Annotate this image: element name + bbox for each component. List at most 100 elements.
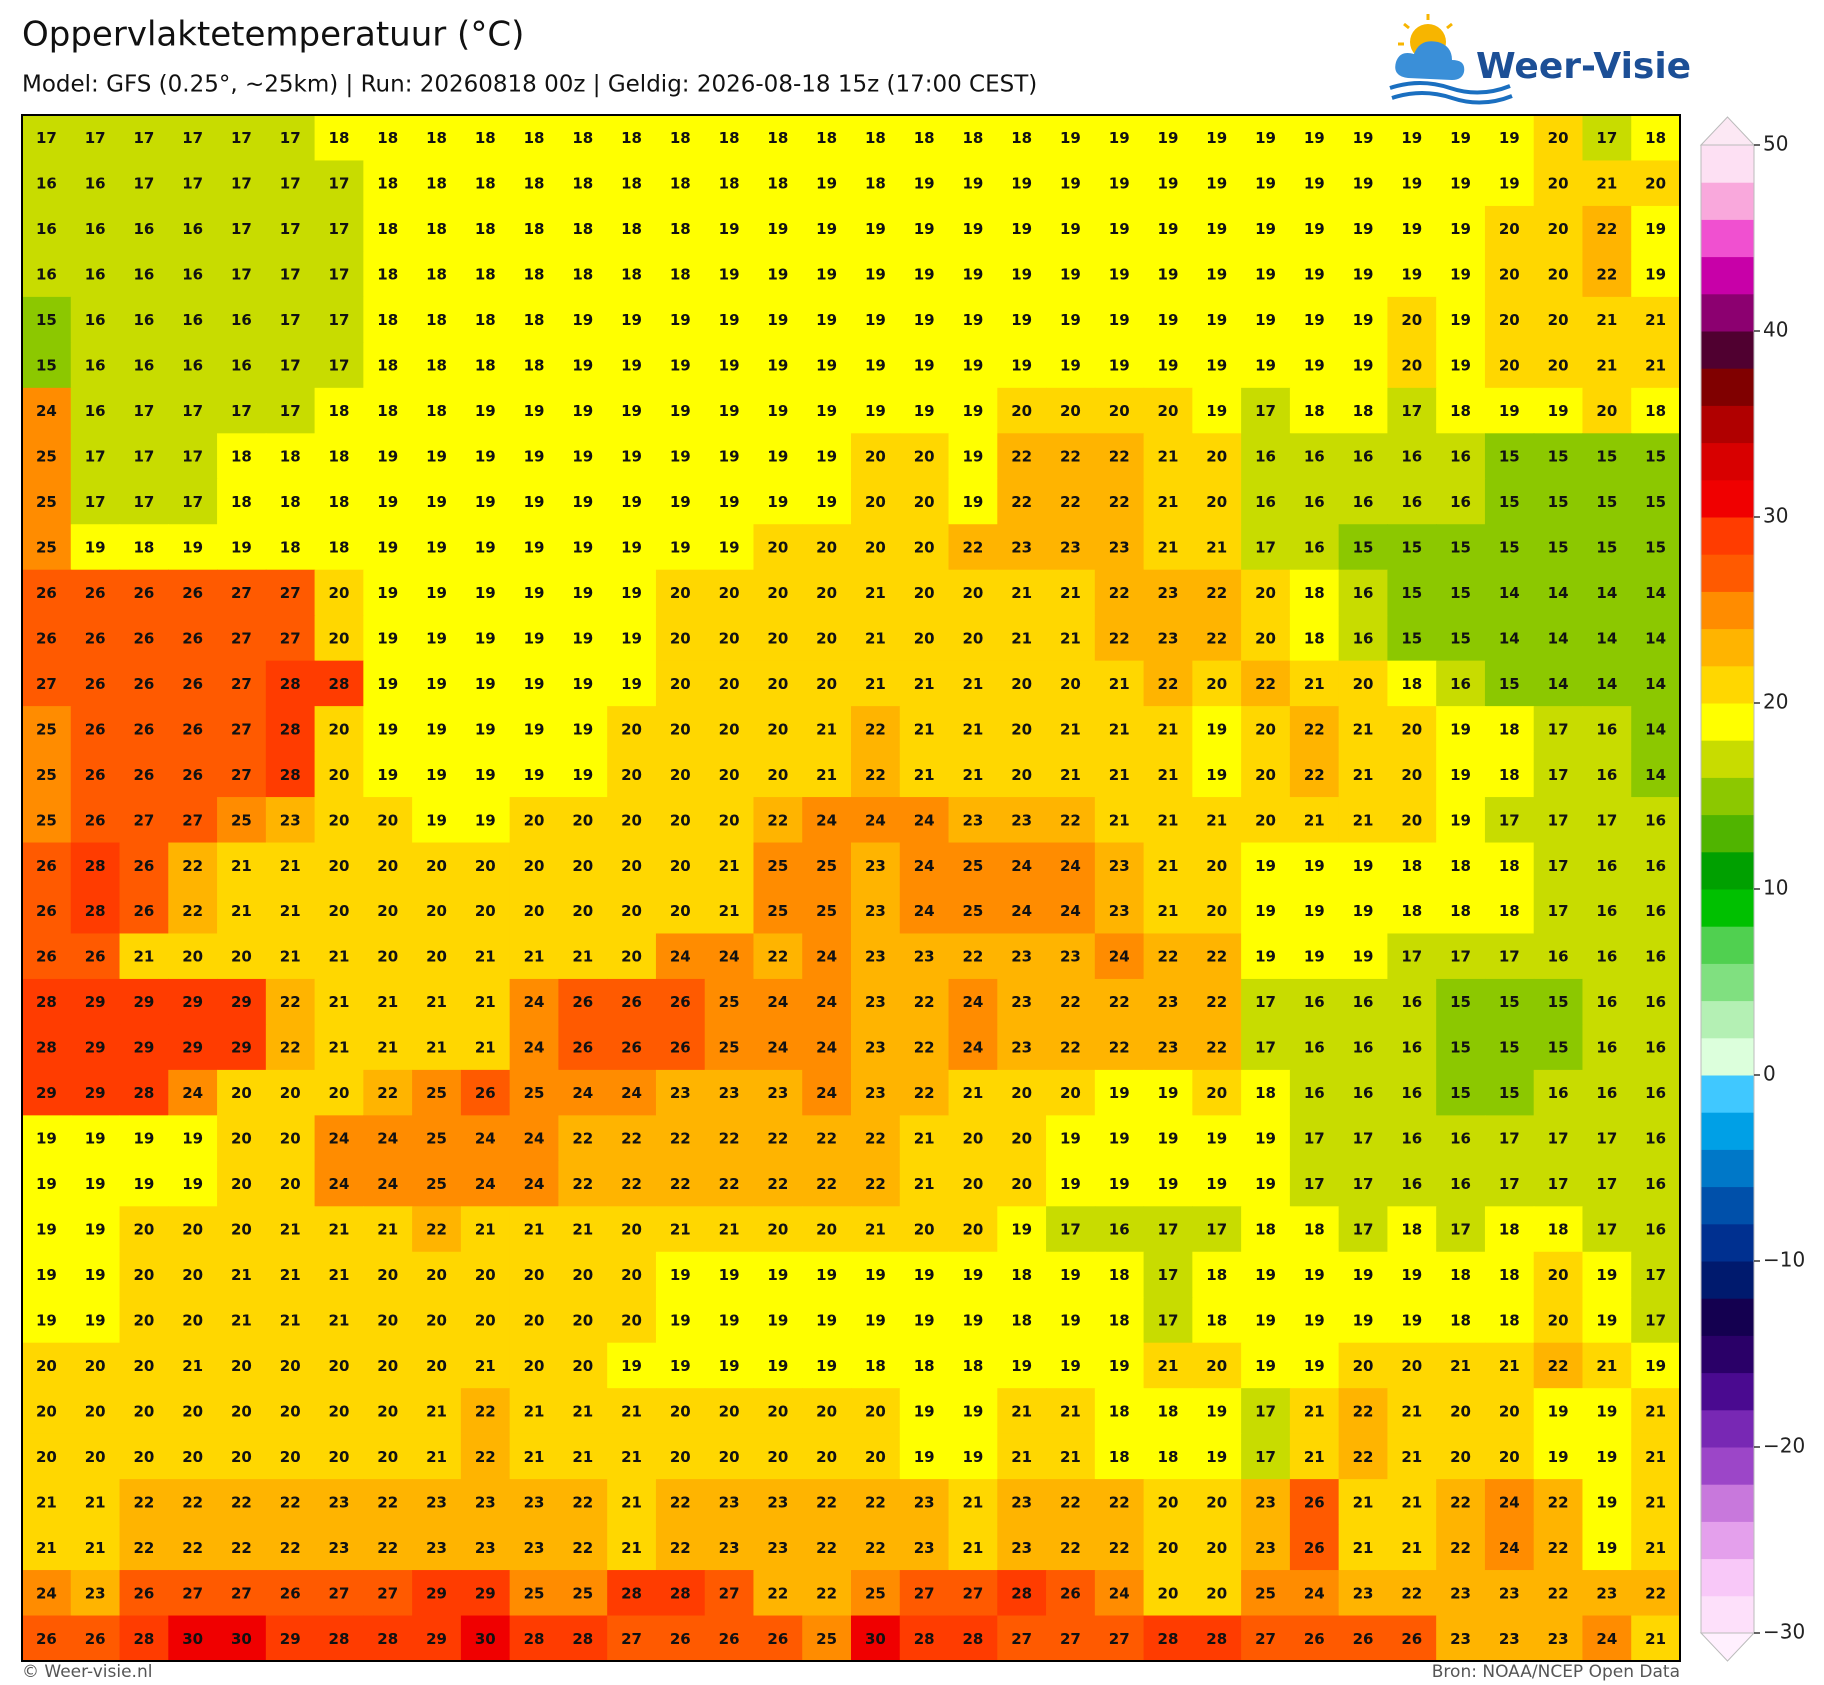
temperature-label: 20: [1255, 584, 1276, 602]
colorbar-band: [1701, 517, 1754, 555]
temperature-cell: [1582, 569, 1632, 616]
temperature-label: 21: [280, 1266, 301, 1284]
temperature-cell: [460, 978, 511, 1026]
temperature-cell: [22, 160, 72, 207]
temperature-label: 26: [475, 1084, 496, 1102]
temperature-label: 16: [1401, 448, 1422, 466]
temperature-label: 18: [1304, 629, 1325, 647]
temperature-label: 16: [182, 357, 203, 375]
temperature-label: 18: [475, 129, 496, 147]
temperature-label: 19: [85, 1130, 106, 1148]
temperature-cell: [753, 569, 803, 616]
temperature-label: 18: [1401, 857, 1422, 875]
temperature-cell: [314, 1069, 364, 1116]
temperature-label: 20: [231, 1448, 252, 1466]
temperature-label: 23: [719, 1539, 740, 1557]
temperature-cell: [70, 1024, 121, 1071]
temperature-cell: [1046, 569, 1096, 616]
temperature-cell: [460, 1433, 511, 1480]
temperature-cell: [509, 296, 560, 343]
colorbar-band: [1701, 145, 1754, 183]
temperature-label: 19: [670, 493, 691, 511]
temperature-cell: [1387, 115, 1437, 162]
temperature-label: 20: [962, 629, 983, 647]
temperature-cell: [1143, 387, 1193, 434]
temperature-cell: [412, 706, 462, 753]
title: Oppervlaktetemperatuur (°C): [22, 15, 524, 55]
temperature-label: 20: [377, 948, 398, 966]
temperature-label: 29: [182, 993, 203, 1011]
temperature-label: 18: [1158, 1402, 1179, 1420]
temperature-cell: [70, 1388, 121, 1435]
temperature-label: 16: [1645, 993, 1666, 1011]
temperature-label: 21: [1158, 720, 1179, 738]
temperature-cell: [363, 888, 413, 935]
temperature-cell: [22, 1388, 72, 1435]
temperature-label: 18: [329, 538, 350, 556]
temperature-cell: [704, 251, 755, 298]
temperature-label: 22: [670, 1493, 691, 1511]
temperature-cell: [753, 1251, 803, 1298]
temperature-cell: [1631, 1160, 1681, 1207]
temperature-cell: [460, 205, 511, 253]
temperature-label: 23: [865, 1084, 886, 1102]
temperature-label: 17: [1304, 1175, 1325, 1193]
temperature-cell: [997, 1115, 1047, 1162]
temperature-label: 20: [621, 902, 642, 920]
temperature-cell: [1387, 1479, 1437, 1526]
colorbar-band: [1701, 777, 1754, 816]
temperature-label: 22: [865, 1493, 886, 1511]
temperature-cell: [1143, 205, 1193, 253]
temperature-cell: [1143, 569, 1193, 616]
temperature-label: 25: [36, 766, 57, 784]
temperature-cell: [1631, 1433, 1681, 1480]
temperature-label: 20: [475, 1311, 496, 1329]
temperature-cell: [168, 706, 218, 753]
temperature-label: 22: [1206, 948, 1227, 966]
temperature-label: 19: [1206, 357, 1227, 375]
temperature-label: 17: [280, 220, 301, 238]
temperature-label: 24: [962, 993, 983, 1011]
temperature-label: 21: [1206, 811, 1227, 829]
temperature-cell: [363, 478, 413, 525]
temperature-cell: [558, 615, 608, 662]
temperature-cell: [704, 433, 755, 480]
temperature-label: 21: [182, 1357, 203, 1375]
temperature-cell: [1289, 1615, 1340, 1662]
temperature-label: 18: [1450, 857, 1471, 875]
temperature-cell: [1631, 1479, 1681, 1526]
temperature-label: 16: [1255, 448, 1276, 466]
temperature-cell: [1436, 342, 1486, 389]
temperature-cell: [948, 569, 998, 616]
temperature-label: 16: [1353, 629, 1374, 647]
temperature-label: 24: [816, 993, 837, 1011]
temperature-label: 16: [231, 311, 252, 329]
temperature-label: 18: [1499, 766, 1520, 784]
temperature-cell: [948, 251, 998, 298]
temperature-cell: [1387, 751, 1437, 798]
temperature-cell: [460, 615, 511, 662]
temperature-cell: [802, 1570, 852, 1617]
temperature-cell: [217, 751, 267, 798]
temperature-cell: [948, 660, 998, 707]
temperature-cell: [655, 251, 706, 298]
temperature-cell: [1533, 978, 1584, 1026]
temperature-cell: [22, 1024, 72, 1071]
temperature-cell: [1338, 797, 1389, 844]
temperature-label: 29: [85, 1084, 106, 1102]
temperature-cell: [948, 342, 998, 389]
temperature-label: 22: [1109, 493, 1130, 511]
temperature-label: 23: [1548, 1630, 1569, 1648]
temperature-cell: [1387, 524, 1437, 571]
temperature-label: 28: [914, 1630, 935, 1648]
temperature-label: 24: [1060, 857, 1081, 875]
temperature-cell: [1387, 342, 1437, 389]
temperature-cell: [802, 342, 852, 389]
temperature-cell: [1094, 205, 1145, 253]
temperature-cell: [1533, 115, 1584, 162]
temperature-cell: [1436, 751, 1486, 798]
temperature-label: 24: [1304, 1584, 1325, 1602]
temperature-label: 20: [231, 1221, 252, 1239]
temperature-cell: [1143, 478, 1193, 525]
temperature-cell: [460, 1251, 511, 1298]
